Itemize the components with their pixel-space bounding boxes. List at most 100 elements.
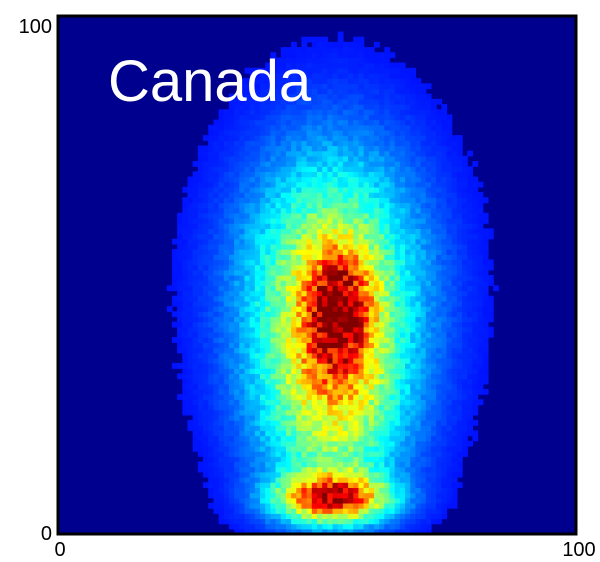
heatmap-cell [421, 291, 427, 297]
heatmap-cell [431, 135, 437, 141]
heatmap-cell [467, 389, 473, 395]
heatmap-cell [301, 441, 307, 447]
heatmap-cell [452, 472, 458, 478]
heatmap-cell [467, 177, 473, 183]
heatmap-cell [291, 430, 297, 436]
heatmap-cell [317, 311, 323, 317]
heatmap-cell [467, 218, 473, 224]
heatmap-cell [395, 436, 401, 442]
heatmap-cell [358, 161, 364, 167]
heatmap-cell [291, 420, 297, 426]
heatmap-cell [203, 394, 209, 400]
heatmap-cell [400, 192, 406, 198]
heatmap-cell [312, 94, 318, 100]
heatmap-cell [317, 467, 323, 473]
heatmap-cell [260, 467, 266, 473]
heatmap-cell [296, 291, 302, 297]
heatmap-cell [384, 57, 390, 63]
heatmap-cell [421, 280, 427, 286]
heatmap-cell [198, 259, 204, 265]
heatmap-cell [358, 425, 364, 431]
heatmap-cell [447, 472, 453, 478]
heatmap-cell [478, 234, 484, 240]
heatmap-cell [395, 430, 401, 436]
heatmap-cell [193, 342, 199, 348]
heatmap-cell [333, 114, 339, 120]
heatmap-cell [395, 83, 401, 89]
heatmap-cell [198, 239, 204, 245]
heatmap-cell [384, 311, 390, 317]
heatmap-cell [447, 301, 453, 307]
heatmap-cell [312, 384, 318, 390]
heatmap-cell [260, 389, 266, 395]
heatmap-cell [364, 125, 370, 131]
heatmap-cell [198, 275, 204, 281]
heatmap-cell [452, 425, 458, 431]
heatmap-cell [390, 467, 396, 473]
heatmap-cell [255, 218, 261, 224]
heatmap-cell [431, 265, 437, 271]
heatmap-cell [250, 399, 256, 405]
heatmap-cell [358, 368, 364, 374]
heatmap-cell [467, 244, 473, 250]
heatmap-cell [265, 348, 271, 354]
heatmap-cell [379, 296, 385, 302]
heatmap-cell [239, 508, 245, 514]
heatmap-cell [400, 197, 406, 203]
heatmap-cell [338, 518, 344, 524]
heatmap-cell [457, 373, 463, 379]
heatmap-cell [441, 498, 447, 504]
heatmap-cell [286, 425, 292, 431]
heatmap-cell [467, 296, 473, 302]
heatmap-cell [436, 208, 442, 214]
heatmap-cell [400, 202, 406, 208]
heatmap-cell [239, 436, 245, 442]
heatmap-cell [312, 151, 318, 157]
heatmap-cell [374, 52, 380, 58]
heatmap-cell [198, 265, 204, 271]
heatmap-cell [239, 348, 245, 354]
heatmap-cell [312, 57, 318, 63]
heatmap-cell [478, 301, 484, 307]
heatmap-cell [312, 130, 318, 136]
heatmap-cell [213, 472, 219, 478]
heatmap-cell [296, 171, 302, 177]
heatmap-cell [338, 353, 344, 359]
heatmap-cell [291, 197, 297, 203]
heatmap-cell [421, 363, 427, 369]
heatmap-cell [405, 177, 411, 183]
heatmap-cell [379, 508, 385, 514]
heatmap-cell [203, 301, 209, 307]
heatmap-cell [291, 254, 297, 260]
heatmap-cell [358, 182, 364, 188]
heatmap-cell [384, 197, 390, 203]
heatmap-cell [276, 301, 282, 307]
heatmap-cell [286, 487, 292, 493]
heatmap-cell [208, 363, 214, 369]
heatmap-cell [239, 399, 245, 405]
heatmap-cell [395, 415, 401, 421]
heatmap-cell [276, 239, 282, 245]
heatmap-cell [395, 234, 401, 240]
heatmap-cell [224, 348, 230, 354]
heatmap-cell [426, 498, 432, 504]
heatmap-cell [390, 363, 396, 369]
heatmap-cell [270, 472, 276, 478]
heatmap-cell [255, 399, 261, 405]
heatmap-cell [374, 487, 380, 493]
heatmap-cell [467, 415, 473, 421]
heatmap-cell [441, 182, 447, 188]
heatmap-cell [415, 228, 421, 234]
heatmap-cell [353, 425, 359, 431]
heatmap-cell [296, 461, 302, 467]
heatmap-cell [410, 202, 416, 208]
heatmap-cell [188, 425, 194, 431]
heatmap-cell [208, 151, 214, 157]
heatmap-cell [281, 399, 287, 405]
heatmap-cell [265, 498, 271, 504]
heatmap-cell [364, 337, 370, 343]
heatmap-cell [379, 104, 385, 110]
heatmap-cell [415, 482, 421, 488]
heatmap-cell [219, 482, 225, 488]
heatmap-cell [260, 140, 266, 146]
